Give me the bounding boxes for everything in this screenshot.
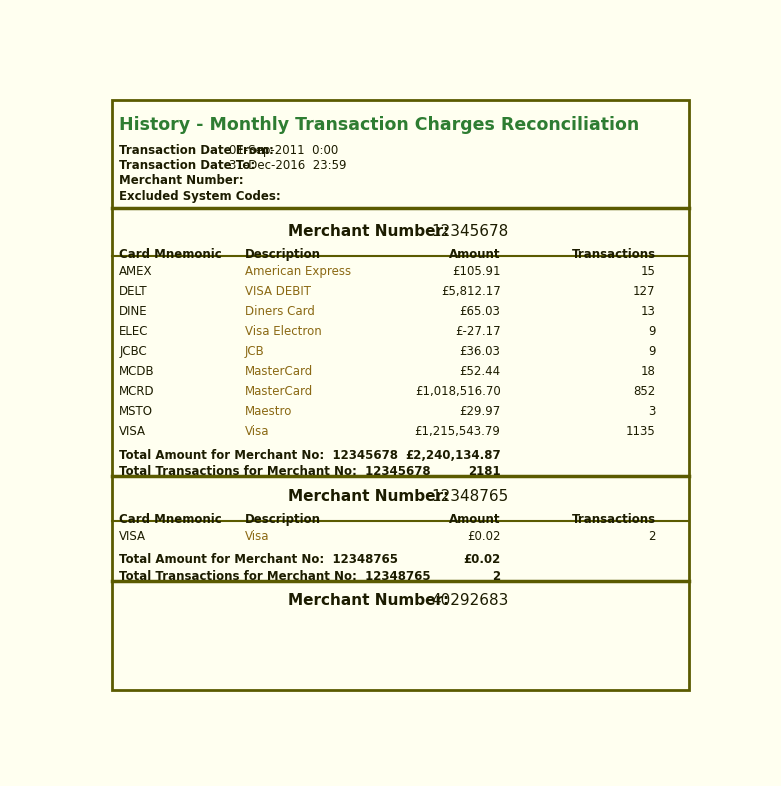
- Text: Diners Card: Diners Card: [245, 305, 315, 318]
- Text: Total Transactions for Merchant No:  12345678: Total Transactions for Merchant No: 1234…: [119, 465, 431, 479]
- Text: DELT: DELT: [119, 285, 148, 298]
- Text: History - Monthly Transaction Charges Reconciliation: History - Monthly Transaction Charges Re…: [119, 116, 640, 134]
- Text: Transaction Date From:: Transaction Date From:: [119, 144, 274, 156]
- Text: VISA DEBIT: VISA DEBIT: [245, 285, 311, 298]
- Text: £1,215,543.79: £1,215,543.79: [415, 425, 501, 439]
- Text: Merchant Number:: Merchant Number:: [287, 224, 449, 239]
- Text: £0.02: £0.02: [467, 530, 501, 543]
- Text: Excluded System Codes:: Excluded System Codes:: [119, 189, 281, 203]
- Text: £1,018,516.70: £1,018,516.70: [415, 385, 501, 399]
- Text: 31-Dec-2016  23:59: 31-Dec-2016 23:59: [230, 159, 347, 172]
- Text: 2181: 2181: [468, 465, 501, 479]
- Text: Visa Electron: Visa Electron: [245, 325, 322, 338]
- Text: 9: 9: [648, 345, 655, 358]
- Text: £2,240,134.87: £2,240,134.87: [405, 449, 501, 461]
- Text: Visa: Visa: [245, 425, 269, 439]
- Text: 127: 127: [633, 285, 655, 298]
- Text: AMEX: AMEX: [119, 265, 153, 278]
- Text: 1135: 1135: [626, 425, 655, 439]
- Text: 3: 3: [648, 406, 655, 418]
- Text: 40292683: 40292683: [431, 593, 508, 608]
- Text: 9: 9: [648, 325, 655, 338]
- Text: MCDB: MCDB: [119, 365, 155, 378]
- Text: MasterCard: MasterCard: [245, 365, 313, 378]
- Text: MasterCard: MasterCard: [245, 385, 313, 399]
- Text: 12345678: 12345678: [431, 224, 508, 239]
- Text: VISA: VISA: [119, 530, 146, 543]
- Text: Description: Description: [245, 513, 321, 526]
- Text: Visa: Visa: [245, 530, 269, 543]
- Text: Merchant Number:: Merchant Number:: [287, 593, 449, 608]
- Text: Description: Description: [245, 248, 321, 261]
- Text: £36.03: £36.03: [460, 345, 501, 358]
- Text: Merchant Number:: Merchant Number:: [287, 489, 449, 504]
- Text: MSTO: MSTO: [119, 406, 153, 418]
- Text: Maestro: Maestro: [245, 406, 292, 418]
- Text: Card Mnemonic: Card Mnemonic: [119, 513, 222, 526]
- Text: Transaction Date To:: Transaction Date To:: [119, 159, 255, 172]
- Text: ELEC: ELEC: [119, 325, 149, 338]
- Text: £29.97: £29.97: [459, 406, 501, 418]
- Text: Amount: Amount: [449, 513, 501, 526]
- Text: JCB: JCB: [245, 345, 265, 358]
- Text: £105.91: £105.91: [452, 265, 501, 278]
- Text: 2: 2: [648, 530, 655, 543]
- Text: American Express: American Express: [245, 265, 351, 278]
- Text: 18: 18: [640, 365, 655, 378]
- Text: Transactions: Transactions: [572, 513, 655, 526]
- Text: Merchant Number:: Merchant Number:: [119, 174, 244, 187]
- Text: Total Amount for Merchant No:  12345678: Total Amount for Merchant No: 12345678: [119, 449, 398, 461]
- Text: JCBC: JCBC: [119, 345, 147, 358]
- Text: Card Mnemonic: Card Mnemonic: [119, 248, 222, 261]
- Text: DINE: DINE: [119, 305, 148, 318]
- Text: £52.44: £52.44: [459, 365, 501, 378]
- Text: Transactions: Transactions: [572, 248, 655, 261]
- Text: £0.02: £0.02: [463, 553, 501, 566]
- Text: 13: 13: [640, 305, 655, 318]
- Text: Total Amount for Merchant No:  12348765: Total Amount for Merchant No: 12348765: [119, 553, 398, 566]
- Text: 852: 852: [633, 385, 655, 399]
- Text: £-27.17: £-27.17: [455, 325, 501, 338]
- Text: £65.03: £65.03: [460, 305, 501, 318]
- Text: Total Transactions for Merchant No:  12348765: Total Transactions for Merchant No: 1234…: [119, 570, 431, 583]
- Text: MCRD: MCRD: [119, 385, 155, 399]
- Text: £5,812.17: £5,812.17: [441, 285, 501, 298]
- Text: 2: 2: [493, 570, 501, 583]
- Text: 01-Sep-2011  0:00: 01-Sep-2011 0:00: [230, 144, 339, 156]
- Text: Amount: Amount: [449, 248, 501, 261]
- Text: 12348765: 12348765: [431, 489, 508, 504]
- Text: 15: 15: [640, 265, 655, 278]
- Text: VISA: VISA: [119, 425, 146, 439]
